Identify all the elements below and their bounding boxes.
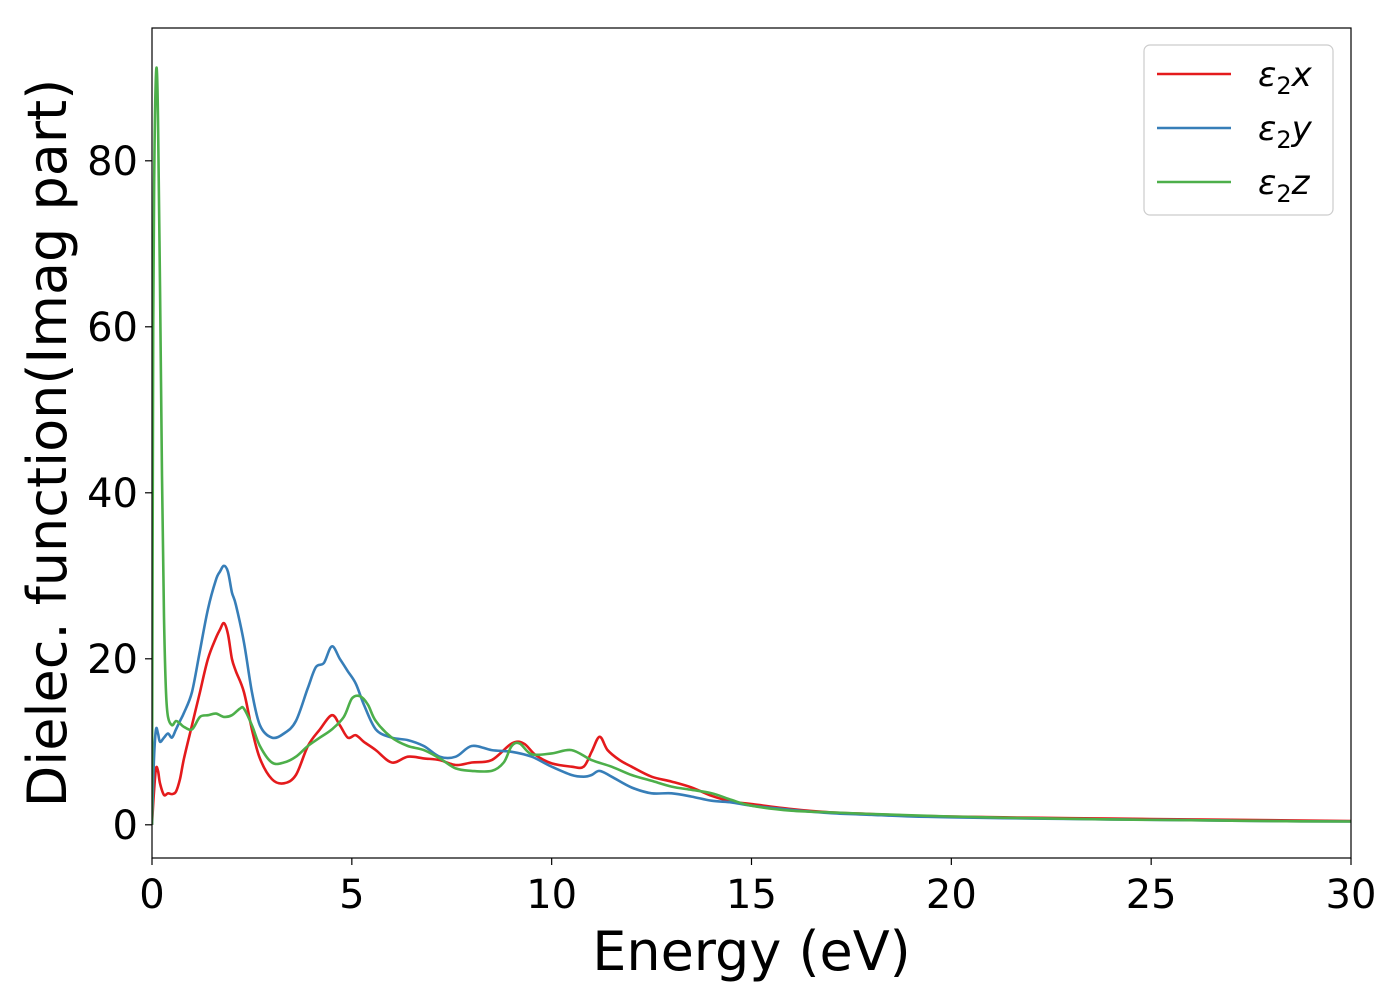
x-tick-label: 5 — [339, 872, 364, 918]
x-tick-label: 15 — [726, 872, 777, 918]
x-tick-label: 25 — [1126, 872, 1177, 918]
y-axis-title: Dielec. function(Imag part) — [16, 79, 79, 808]
x-tick-label: 10 — [526, 872, 577, 918]
x-tick-label: 20 — [926, 872, 977, 918]
y-tick-label: 60 — [87, 305, 138, 351]
y-tick-label: 80 — [87, 139, 138, 185]
y-tick-label: 40 — [87, 471, 138, 517]
x-tick-label: 30 — [1326, 872, 1377, 918]
y-tick-label: 0 — [113, 803, 138, 849]
x-tick-label: 0 — [139, 872, 164, 918]
y-tick-label: 20 — [87, 637, 138, 683]
x-axis-title: Energy (eV) — [592, 920, 911, 983]
